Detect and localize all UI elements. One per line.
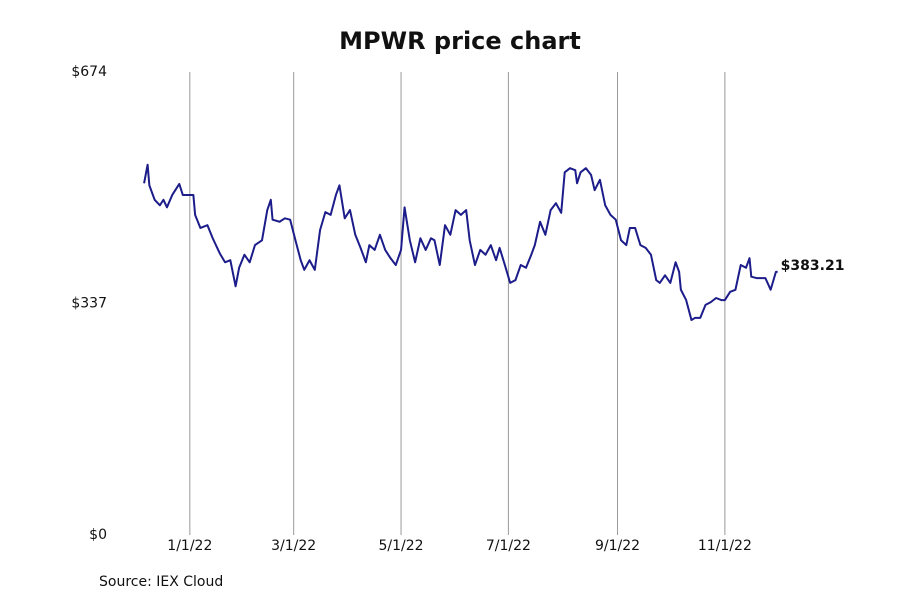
chart-title: MPWR price chart bbox=[339, 27, 581, 55]
x-tick-label: 11/1/22 bbox=[698, 538, 752, 554]
x-tick-label: 3/1/22 bbox=[271, 538, 316, 554]
price-line bbox=[143, 163, 778, 321]
y-tick-label: $0 bbox=[89, 527, 107, 543]
end-label: $383.21 bbox=[781, 258, 845, 274]
x-tick-label: 5/1/22 bbox=[379, 538, 424, 554]
y-tick-label: $337 bbox=[71, 296, 107, 312]
source-note: Source: IEX Cloud bbox=[99, 574, 223, 590]
x-tick-label: 7/1/22 bbox=[486, 538, 531, 554]
x-tick-label: 9/1/22 bbox=[595, 538, 640, 554]
y-tick-label: $674 bbox=[71, 64, 107, 80]
x-tick-label: 1/1/22 bbox=[167, 538, 212, 554]
